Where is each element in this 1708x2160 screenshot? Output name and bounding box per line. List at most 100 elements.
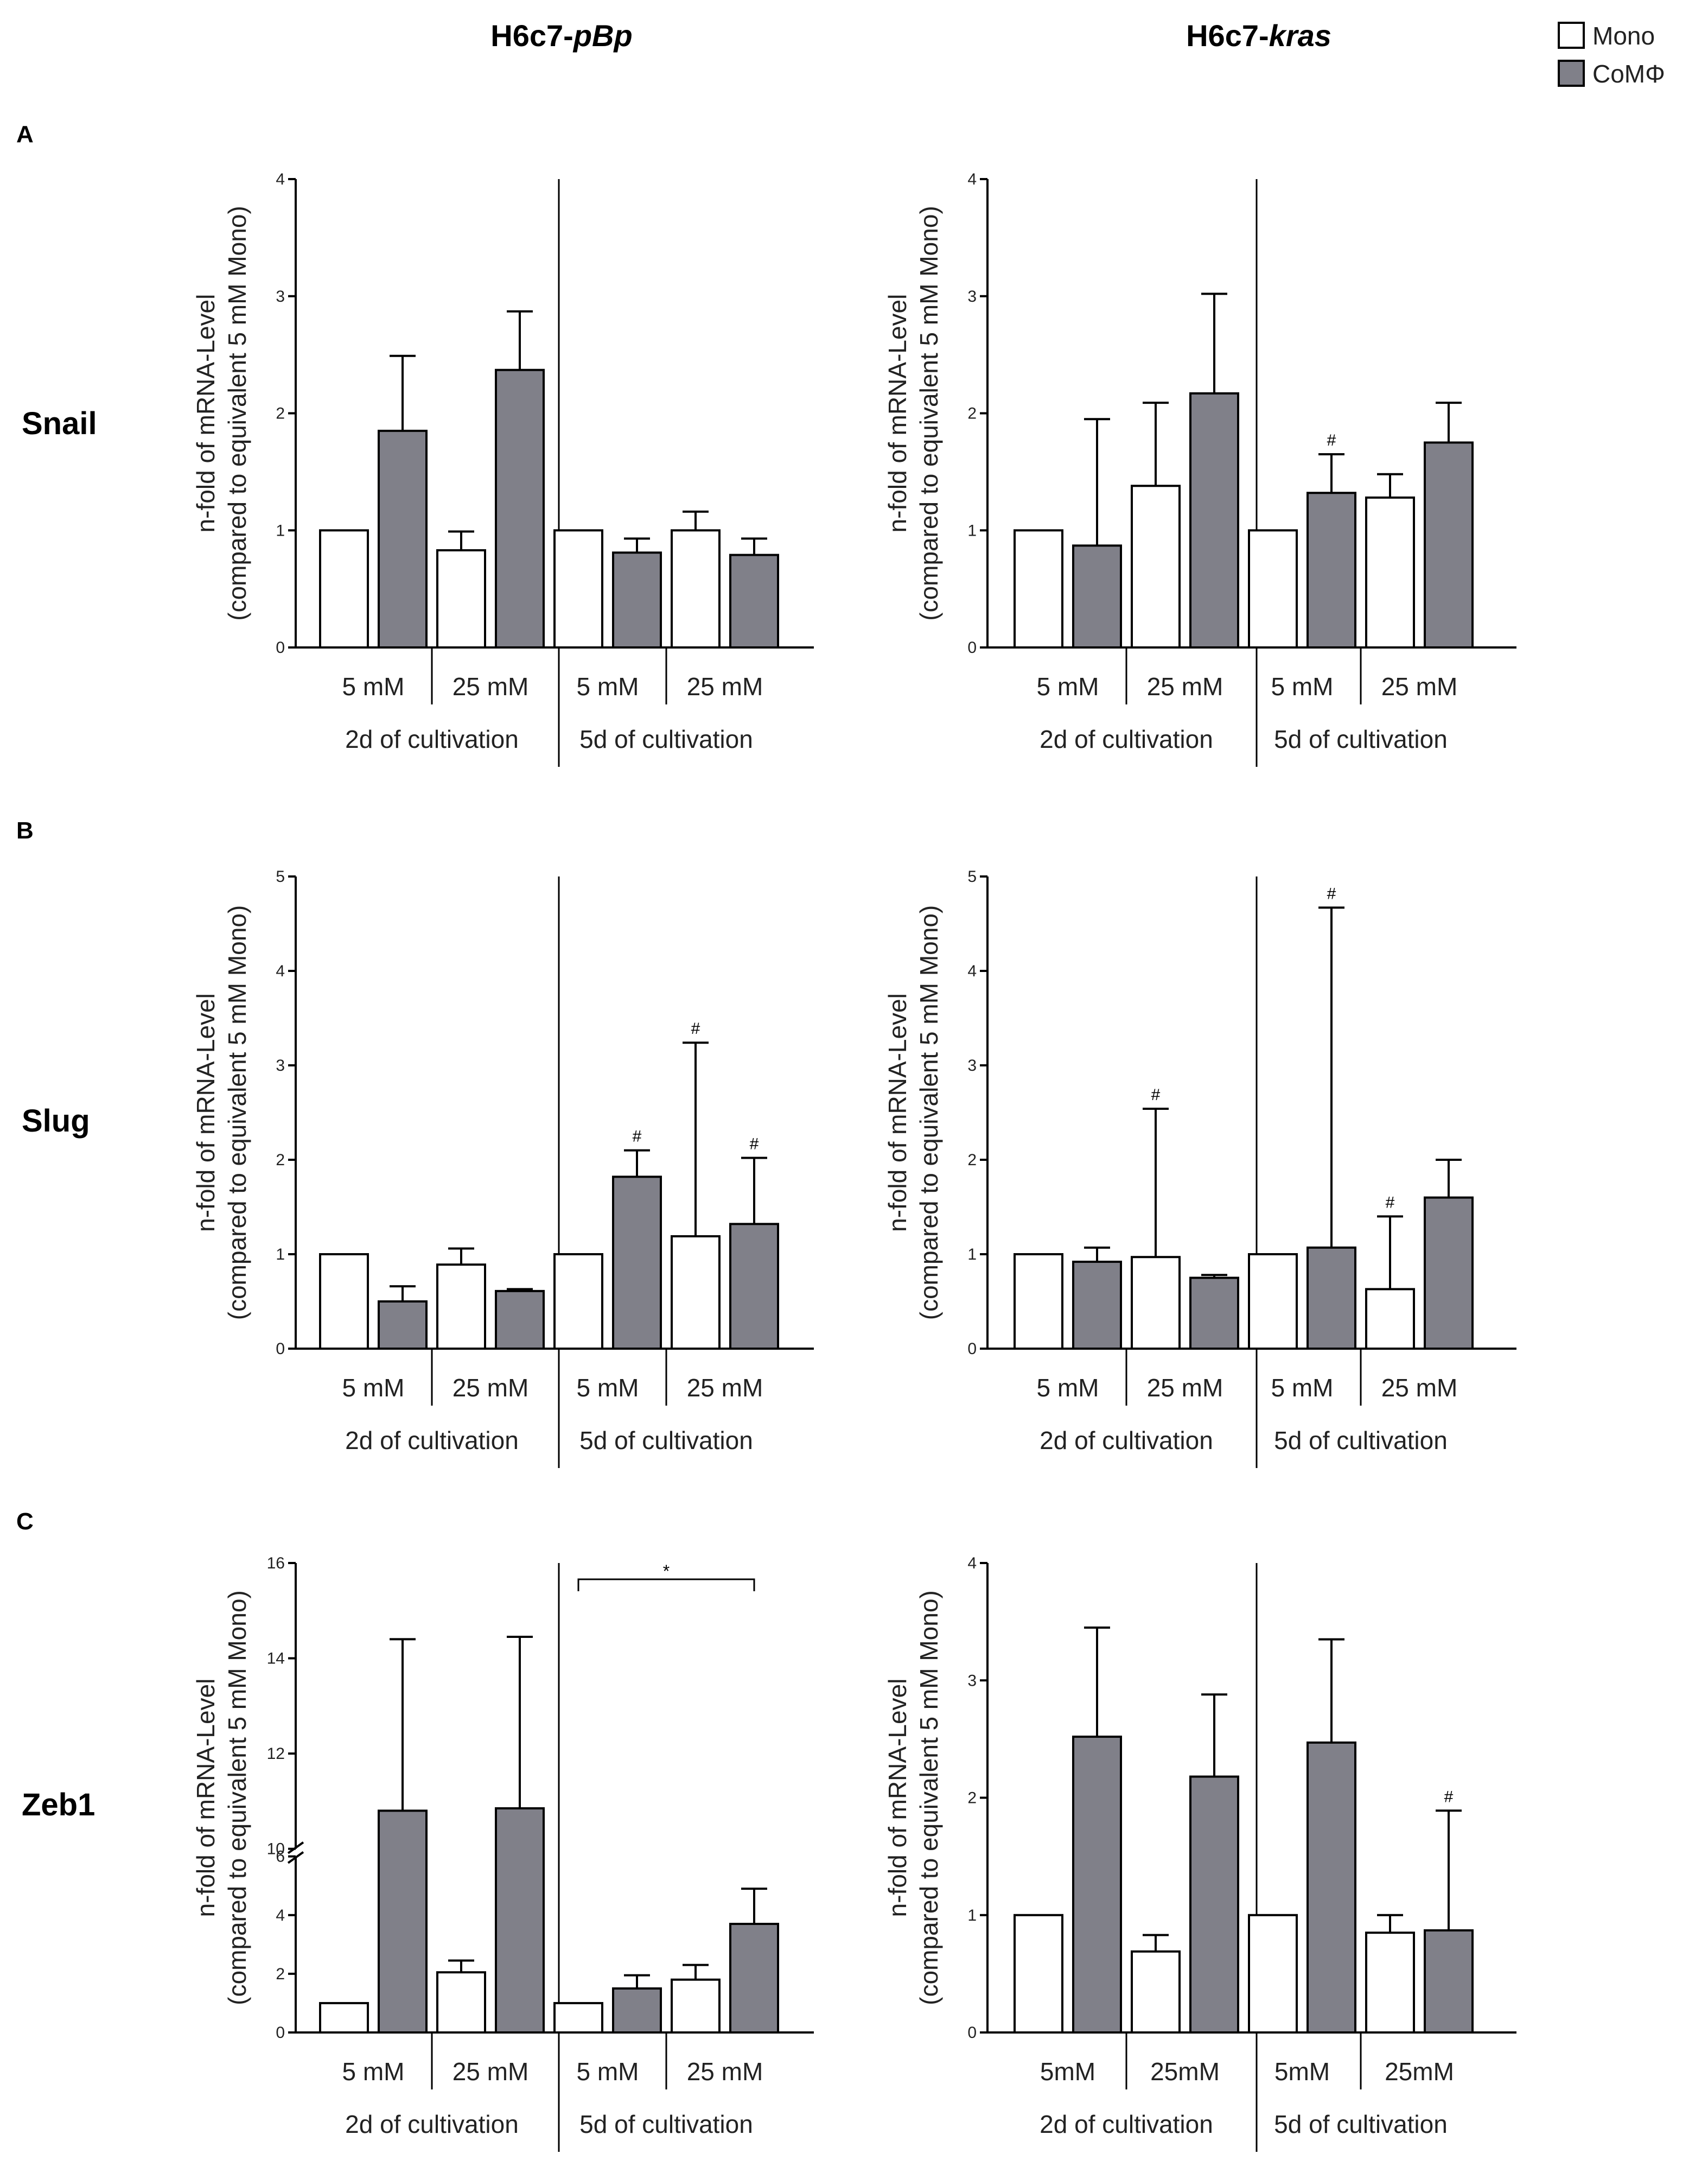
y-tick-label: 2 [276,405,285,423]
column-header-italic: pBp [572,18,633,53]
bar-mono [1131,485,1181,649]
bar-com [1307,1741,1356,2034]
bar-com [1072,1260,1122,1350]
x-tick-label: 5 mM [577,2057,639,2086]
y-tick-label: 16 [267,1554,285,1572]
y-tick-label: 3 [276,288,285,306]
x-tick-label: 25 mM [687,1374,763,1402]
x-group-label: 2d of cultivation [1040,2110,1213,2138]
bar-com [378,1809,428,2034]
x-group-label: 2d of cultivation [345,2110,519,2138]
y-tick-label: 1 [967,1907,977,1924]
y-tick-label: 3 [967,1057,977,1075]
bar-com [378,1300,428,1350]
significance-hash: # [1327,885,1336,903]
y-tick-label: 1 [276,1246,285,1263]
x-group-label: 2d of cultivation [1040,725,1213,753]
bar-com [1072,544,1122,649]
significance-hash: # [691,1020,700,1038]
x-tick-label: 5 mM [342,2057,405,2086]
y-axis-title-line1: n-fold of mRNA-Level [883,294,912,533]
y-axis-title-line1: n-fold of mRNA-Level [192,294,220,533]
bar-com [495,1807,545,2034]
y-tick-label: 4 [967,962,977,980]
y-tick-label: 12 [267,1745,285,1763]
legend: Mono CoMΦ [1558,22,1665,88]
legend-label-mono: Mono [1592,22,1655,50]
chart-panel-0-0: 0 1 2 3 4 n-fold of mRNA-Level (compared to eq… [192,170,814,767]
significance-hash: # [750,1135,759,1153]
x-tick-label: 5 mM [1271,672,1334,701]
legend-label-com: CoMΦ [1592,60,1665,88]
x-group-label: 2d of cultivation [345,725,519,753]
bar-mono [1248,529,1298,649]
x-tick-label: 5mM [1040,2057,1095,2086]
bar-mono [1248,1253,1298,1350]
y-tick-label: 3 [967,288,977,306]
row-labels: A Snail B Slug C Zeb1 [16,121,97,1822]
column-headers: H6c7-pBp H6c7-kras [490,18,1331,53]
y-axis-title-line1: n-fold of mRNA-Level [883,1679,912,1917]
significance-hash: # [1151,1086,1161,1104]
y-tick-label: 0 [967,2024,977,2042]
bar-mono [1131,1950,1181,2034]
y-tick-label: 0 [276,2024,285,2042]
bar-mono [1365,1288,1415,1350]
panel-letter-a: A [16,121,34,148]
bar-mono [1365,496,1415,649]
y-tick-label: 0 [967,1340,977,1358]
y-tick-label: 14 [267,1650,285,1668]
x-tick-label: 25mM [1150,2057,1220,2086]
gene-label-slug: Slug [22,1103,90,1139]
y-tick-label: 0 [276,639,285,657]
bar-com [1424,441,1474,649]
y-tick-label: 2 [967,1789,977,1807]
x-group-label: 5d of cultivation [1274,2110,1448,2138]
y-axis-title-line2: (compared to equivalent 5 mM Mono) [223,206,251,620]
y-tick-label: 4 [276,1907,285,1924]
x-tick-label: 25 mM [1381,672,1458,701]
x-group-label: 5d of cultivation [1274,725,1448,753]
y-axis-title-line2: (compared to equivalent 5 mM Mono) [915,206,943,620]
y-tick-label: 5 [967,868,977,886]
x-group-label: 5d of cultivation [579,725,753,753]
x-group-label: 5d of cultivation [579,1426,753,1454]
bar-com [495,369,545,649]
x-tick-label: 25mM [1385,2057,1454,2086]
x-tick-label: 25 mM [1147,672,1223,701]
bar-com [1424,1196,1474,1350]
significance-bracket [577,1578,755,1591]
column-header-2: H6c7-kras [1186,18,1331,53]
bar-com [729,1922,779,2034]
legend-swatch-com [1558,60,1585,87]
chart-panel-2-0: 0 2 4 610 12 14 16 n-fold of mRNA-Level (compare… [192,1554,814,2152]
bar-com [1307,1246,1356,1350]
bar-com [495,1289,545,1350]
y-tick-label: 0 [967,639,977,657]
chart-panel-2-1: 0 1 2 3 4 n-fold of mRNA-Level (compared to eq… [883,1554,1516,2152]
bar-mono [436,1971,486,2034]
y-tick-label: 5 [276,868,285,886]
significance-hash: # [633,1128,642,1146]
panel-letter-c: C [16,1508,34,1535]
x-tick-label: 25 mM [453,672,529,701]
bar-com [612,551,662,649]
x-tick-label: 25 mM [453,1374,529,1402]
bar-com [1189,1276,1239,1350]
y-tick-label: 2 [276,1151,285,1169]
x-tick-label: 5 mM [342,672,405,701]
bar-com [1072,1736,1122,2034]
y-tick-label: 2 [967,405,977,423]
x-group-label: 5d of cultivation [1274,1426,1448,1454]
y-tick-label: 3 [276,1057,285,1075]
bar-mono [1014,529,1063,649]
y-axis-title-line1: n-fold of mRNA-Level [192,1679,220,1917]
bar-com [1307,492,1356,649]
y-axis-title-line2: (compared to equivalent 5 mM Mono) [915,905,943,1320]
bar-mono [319,529,369,649]
significance-star: * [663,1561,670,1581]
y-tick-label: 4 [276,170,285,188]
x-tick-label: 5 mM [1037,1374,1099,1402]
gene-label-zeb1: Zeb1 [22,1787,95,1822]
